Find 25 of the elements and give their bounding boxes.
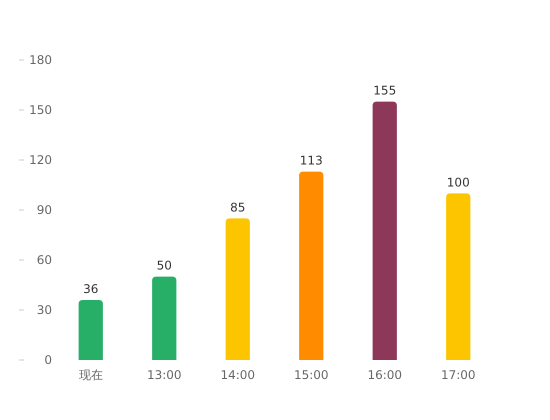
data-label: 155 [373,84,396,98]
x-tick-label: 13:00 [146,368,182,382]
y-tick-label: 0 [44,353,52,367]
y-tick-label: 60 [36,253,52,267]
bar [299,172,324,360]
x-tick-label: 15:00 [294,368,329,382]
data-label: 36 [83,282,98,296]
x-tick-label: 14:00 [220,368,256,382]
y-tick-label: 180 [29,53,52,67]
bar [446,193,470,360]
data-label: 100 [446,175,470,190]
data-label: 85 [230,200,246,214]
bar [372,102,397,360]
bar [226,218,250,360]
y-tick-label: 90 [36,203,52,217]
data-label: 113 [300,154,323,168]
y-tick-label: 30 [36,303,52,317]
y-tick-label: 150 [29,103,52,117]
x-tick-label: 17:00 [440,368,476,382]
x-tick-label: 现在 [78,368,103,382]
x-tick-label: 16:00 [367,368,402,382]
bar [152,276,176,360]
y-tick-label: 120 [29,153,52,167]
bar [78,300,103,360]
data-label: 50 [156,258,172,273]
